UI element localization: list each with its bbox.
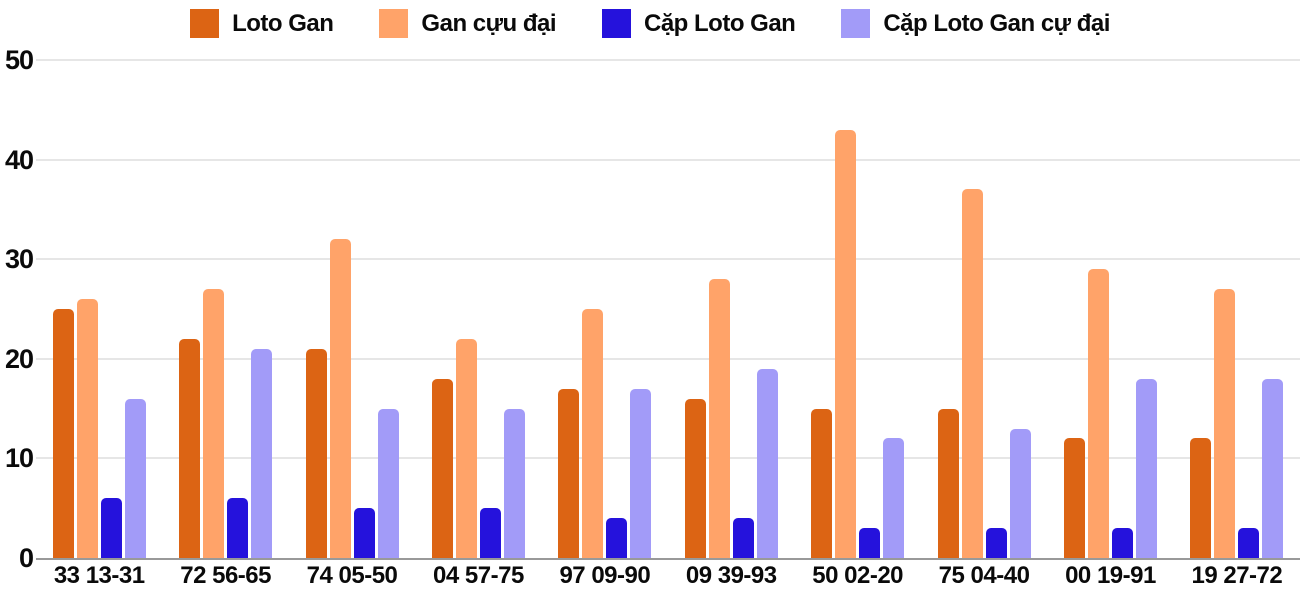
bar-cap-loto-gan-8 bbox=[1111, 528, 1133, 558]
legend-label: Gan cựu đại bbox=[421, 9, 556, 37]
bar-cap-loto-gan-9 bbox=[1238, 528, 1260, 558]
gridline-y-30 bbox=[36, 258, 1300, 261]
bar-cap-loto-gan-5 bbox=[732, 518, 754, 558]
bar-loto-gan-7 bbox=[937, 408, 959, 558]
bar-gan-cuu-dai-3 bbox=[455, 338, 477, 558]
plot-area bbox=[36, 59, 1300, 560]
bar-loto-gan-3 bbox=[431, 378, 453, 558]
legend-swatch-icon bbox=[190, 9, 220, 38]
x-axis-label-2: 74 05-50 bbox=[306, 562, 398, 589]
bar-gan-cuu-dai-4 bbox=[582, 309, 604, 558]
bar-cap-loto-gan-3 bbox=[479, 508, 501, 558]
x-axis-label-7: 75 04-40 bbox=[938, 562, 1030, 589]
y-axis-label-50: 50 bbox=[4, 45, 34, 75]
gridline-y-50 bbox=[36, 59, 1300, 61]
bar-group-9 bbox=[1174, 60, 1300, 558]
legend-label: Loto Gan bbox=[232, 9, 334, 37]
legend-swatch-icon bbox=[379, 9, 409, 38]
bar-gan-cuu-dai-7 bbox=[961, 189, 983, 558]
bar-cap-loto-gan-0 bbox=[100, 498, 122, 558]
bar-gan-cuu-dai-1 bbox=[203, 289, 225, 558]
bar-loto-gan-0 bbox=[52, 309, 74, 558]
bar-group-3 bbox=[415, 60, 541, 558]
bar-cap-loto-gan-cu-dai-4 bbox=[630, 388, 652, 558]
y-axis-label-0: 0 bbox=[18, 543, 34, 573]
bar-group-5 bbox=[668, 60, 794, 558]
bar-cap-loto-gan-cu-dai-8 bbox=[1135, 378, 1157, 558]
bar-groups bbox=[36, 60, 1300, 558]
legend-swatch-icon bbox=[841, 9, 871, 38]
bar-group-0 bbox=[36, 60, 162, 558]
bar-cap-loto-gan-4 bbox=[606, 518, 628, 558]
bar-loto-gan-6 bbox=[811, 408, 833, 558]
y-axis-label-30: 30 bbox=[4, 244, 34, 275]
bar-loto-gan-8 bbox=[1063, 438, 1085, 558]
x-axis-label-4: 97 09-90 bbox=[559, 562, 651, 589]
bar-gan-cuu-dai-6 bbox=[835, 129, 857, 558]
x-axis-label-9: 19 27-72 bbox=[1191, 562, 1283, 589]
legend-item-cap-loto-gan[interactable]: Cặp Loto Gan bbox=[602, 9, 796, 38]
bar-group-2 bbox=[289, 60, 415, 558]
legend-item-loto-gan[interactable]: Loto Gan bbox=[190, 9, 334, 38]
bar-gan-cuu-dai-2 bbox=[329, 239, 351, 558]
bar-cap-loto-gan-cu-dai-5 bbox=[756, 368, 778, 558]
chart-legend: Loto Gan Gan cựu đại Cặp Loto Gan Cặp Loto … bbox=[0, 9, 1300, 38]
bar-loto-gan-2 bbox=[305, 348, 327, 558]
bar-cap-loto-gan-2 bbox=[353, 508, 375, 558]
bar-gan-cuu-dai-9 bbox=[1214, 289, 1236, 558]
bar-cap-loto-gan-1 bbox=[227, 498, 249, 558]
legend-item-gan-cuu-dai[interactable]: Gan cựu đại bbox=[379, 9, 556, 38]
bar-cap-loto-gan-cu-dai-0 bbox=[124, 398, 146, 558]
bar-cap-loto-gan-cu-dai-7 bbox=[1009, 428, 1031, 558]
bar-cap-loto-gan-7 bbox=[985, 528, 1007, 558]
y-axis-label-40: 40 bbox=[4, 144, 34, 175]
x-axis-label-0: 33 13-31 bbox=[53, 562, 145, 589]
bar-gan-cuu-dai-5 bbox=[708, 279, 730, 558]
y-axis-label-20: 20 bbox=[4, 343, 34, 374]
bar-cap-loto-gan-cu-dai-9 bbox=[1262, 378, 1284, 558]
bar-group-6 bbox=[794, 60, 920, 558]
legend-label: Cặp Loto Gan cự đại bbox=[883, 9, 1110, 37]
bar-loto-gan-9 bbox=[1190, 438, 1212, 558]
gridline-y-40 bbox=[36, 158, 1300, 161]
legend-item-cap-loto-gan-cu-dai[interactable]: Cặp Loto Gan cự đại bbox=[841, 9, 1110, 38]
bar-group-8 bbox=[1047, 60, 1173, 558]
bar-loto-gan-1 bbox=[179, 338, 201, 558]
bar-cap-loto-gan-6 bbox=[859, 528, 881, 558]
legend-swatch-icon bbox=[602, 9, 631, 38]
legend-label: Cặp Loto Gan bbox=[644, 9, 796, 37]
x-axis-label-6: 50 02-20 bbox=[812, 562, 904, 589]
bar-cap-loto-gan-cu-dai-2 bbox=[377, 408, 399, 558]
bar-gan-cuu-dai-0 bbox=[76, 299, 98, 558]
bar-gan-cuu-dai-8 bbox=[1087, 269, 1109, 558]
bar-cap-loto-gan-cu-dai-1 bbox=[251, 348, 273, 558]
bar-loto-gan-4 bbox=[558, 388, 580, 558]
x-axis-label-3: 04 57-75 bbox=[433, 562, 524, 589]
x-axis-label-5: 09 39-93 bbox=[685, 562, 777, 589]
bar-cap-loto-gan-cu-dai-3 bbox=[503, 408, 525, 558]
bar-cap-loto-gan-cu-dai-6 bbox=[883, 438, 905, 558]
x-axis-label-8: 00 19-91 bbox=[1065, 562, 1156, 589]
x-axis: 33 13-31 72 56-65 74 05-50 04 57-75 97 09-90… bbox=[36, 562, 1300, 590]
bar-group-1 bbox=[162, 60, 288, 558]
gridline-y-10 bbox=[36, 457, 1300, 460]
x-axis-label-1: 72 56-65 bbox=[180, 562, 271, 589]
bar-group-7 bbox=[921, 60, 1047, 558]
bar-loto-gan-5 bbox=[684, 398, 706, 558]
bar-group-4 bbox=[542, 60, 668, 558]
y-axis-label-10: 10 bbox=[4, 443, 34, 474]
gridline-y-20 bbox=[36, 357, 1300, 360]
